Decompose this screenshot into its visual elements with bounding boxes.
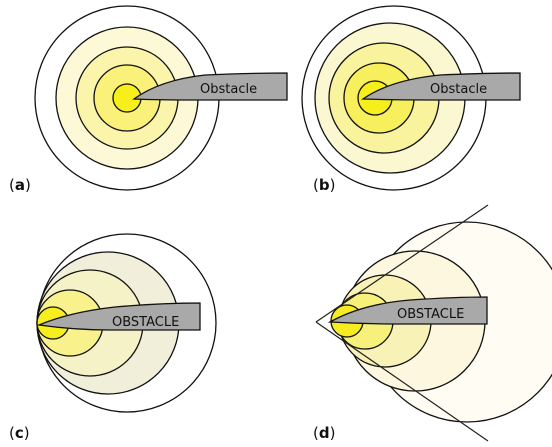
panel-b-letter: b: [319, 176, 330, 194]
panel-c-obstacle: [36, 302, 201, 331]
panel-d-mach-line-upper: [315, 204, 489, 323]
panel-d: OBSTACLE (d): [313, 204, 552, 442]
panel-d-letter: d: [319, 424, 330, 442]
panel-d-obstacle-label: OBSTACLE: [397, 307, 464, 322]
panel-c-obstacle-label: OBSTACLE: [112, 315, 179, 330]
panel-d-label: (d): [313, 424, 335, 442]
panel-c-letter: c: [15, 424, 24, 442]
panel-a-letter: a: [15, 176, 25, 194]
panel-b: Obstacle (b): [301, 5, 521, 194]
panel-a: Obstacle (a): [9, 5, 288, 194]
panel-a-label: (a): [9, 176, 31, 194]
panel-d-obstacle: [327, 296, 488, 325]
panel-b-obstacle: [361, 72, 521, 101]
panel-b-obstacle-label: Obstacle: [430, 82, 487, 97]
panel-c: OBSTACLE (c): [9, 233, 217, 442]
panel-a-obstacle-label: Obstacle: [200, 82, 257, 97]
panel-c-label: (c): [9, 424, 30, 442]
panel-d-mach-line-lower: [315, 321, 489, 442]
panel-b-label: (b): [313, 176, 335, 194]
panel-a-obstacle: [132, 72, 288, 101]
